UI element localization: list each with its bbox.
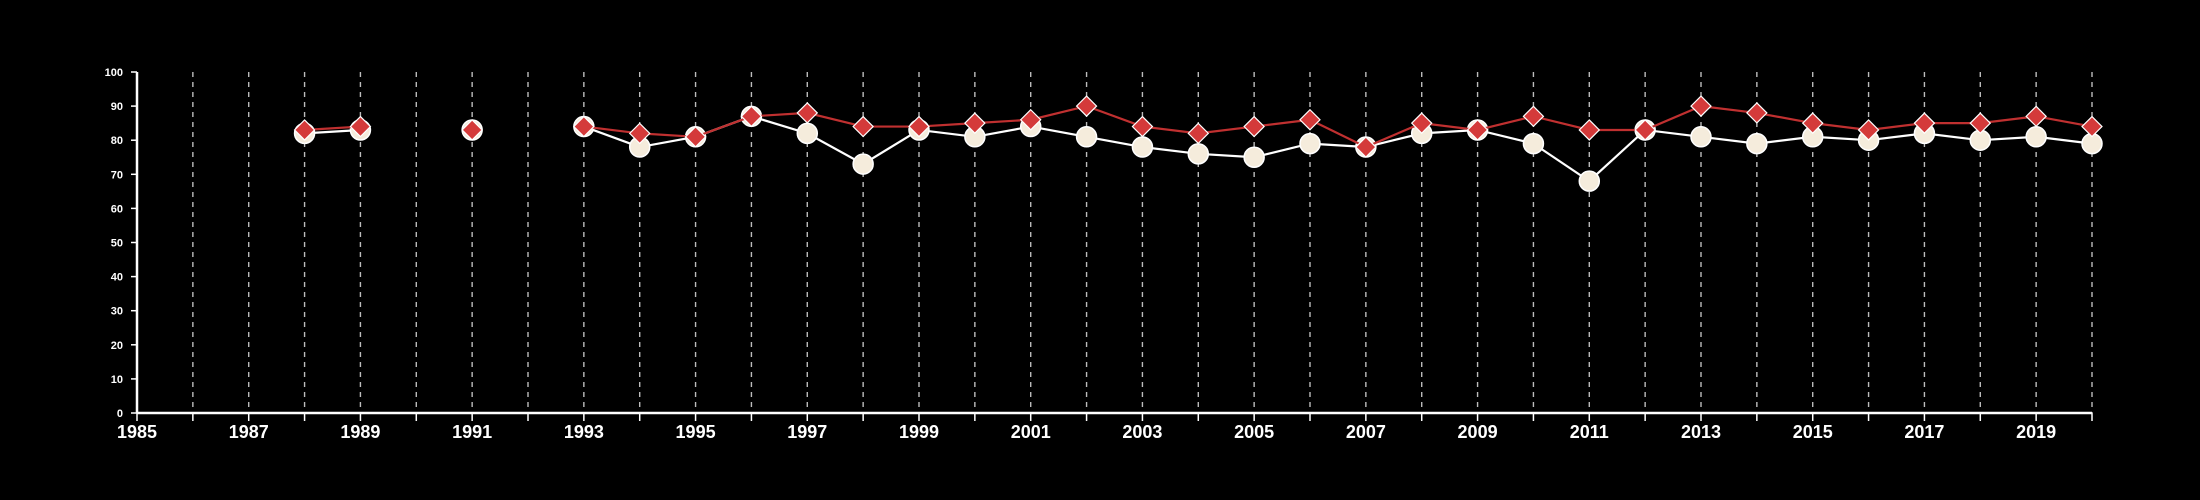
series-2: [293, 95, 2103, 158]
x-tick-label: 1997: [787, 422, 827, 442]
series-line: [583, 104, 2093, 149]
data-point: [1969, 112, 1992, 134]
grid-lines: [192, 72, 2093, 413]
data-point: [1857, 119, 1880, 141]
y-tick-label: 20: [111, 340, 123, 352]
data-point: [1131, 136, 1154, 158]
data-point: [1801, 112, 1824, 134]
data-point: [2081, 115, 2103, 138]
data-point: [628, 122, 651, 145]
data-point: [1299, 108, 1321, 131]
data-point: [1746, 102, 1768, 124]
data-point: [1578, 170, 1601, 192]
y-tick-label: 50: [111, 238, 123, 250]
data-point: [684, 125, 707, 148]
x-tick-label: 1989: [340, 422, 380, 442]
data-point: [2025, 105, 2047, 128]
data-point: [1355, 136, 1377, 158]
data-point: [1410, 112, 1433, 134]
data-point: [1466, 119, 1489, 141]
y-tick-label: 80: [111, 135, 123, 147]
data-point: [1746, 132, 1768, 155]
x-tick-label: 2015: [1793, 422, 1833, 442]
data-point: [1075, 126, 1098, 148]
data-point: [796, 102, 819, 124]
x-tick-label: 2005: [1234, 422, 1274, 442]
data-point: [1243, 115, 1265, 138]
data-point: [1522, 105, 1545, 128]
x-tick-label: 2003: [1122, 422, 1162, 442]
y-tick-label: 70: [111, 169, 123, 181]
data-point: [740, 105, 763, 128]
data-point: [1019, 108, 1042, 131]
data-point: [1522, 132, 1545, 155]
x-tick-label: 1985: [117, 422, 157, 442]
y-tick-label: 0: [117, 408, 123, 420]
x-tick-label: 2001: [1011, 422, 1051, 442]
data-point: [852, 153, 874, 175]
data-point: [461, 119, 483, 141]
y-tick-label: 30: [111, 306, 123, 318]
data-point: [1913, 112, 1936, 134]
y-tick-label: 60: [111, 203, 123, 215]
data-point: [796, 122, 819, 145]
data-point: [293, 119, 316, 141]
data-point: [908, 115, 930, 138]
data-series: [293, 95, 2103, 192]
data-point: [1690, 95, 1712, 117]
x-tick-label: 2011: [1570, 422, 1609, 442]
data-point: [1634, 119, 1656, 141]
x-tick-label: 2007: [1346, 422, 1386, 442]
y-tick-label: 10: [111, 374, 123, 386]
x-tick-label: 1995: [676, 422, 716, 442]
y-tick-label: 100: [105, 67, 123, 79]
data-point: [1131, 115, 1154, 138]
y-tick-label: 90: [111, 101, 123, 113]
data-point: [964, 112, 986, 134]
x-tick-label: 2013: [1681, 422, 1721, 442]
x-tick-label: 1987: [229, 422, 269, 442]
x-tick-label: 2017: [1904, 422, 1944, 442]
y-tick-label: 40: [111, 272, 123, 284]
data-point: [1075, 95, 1098, 117]
series-line: [583, 115, 2093, 183]
data-point: [573, 115, 595, 138]
data-point: [1187, 122, 1210, 145]
data-point: [852, 115, 874, 138]
x-tick-label: 1993: [564, 422, 604, 442]
x-tick-label: 2019: [2016, 422, 2056, 442]
data-point: [1299, 132, 1321, 155]
data-point: [2025, 126, 2047, 148]
x-tick-label: 2009: [1458, 422, 1498, 442]
x-tick-label: 1991: [452, 422, 492, 442]
data-point: [1690, 126, 1712, 148]
data-point: [1187, 143, 1210, 165]
data-point: [349, 115, 372, 138]
data-point: [1578, 119, 1601, 141]
axes: 0 10 20 30 40 50 60 70 80 90 100 1985 1987 1989 1991 19…: [105, 67, 2093, 442]
x-tick-label: 1999: [899, 422, 939, 442]
data-point: [1243, 146, 1265, 168]
